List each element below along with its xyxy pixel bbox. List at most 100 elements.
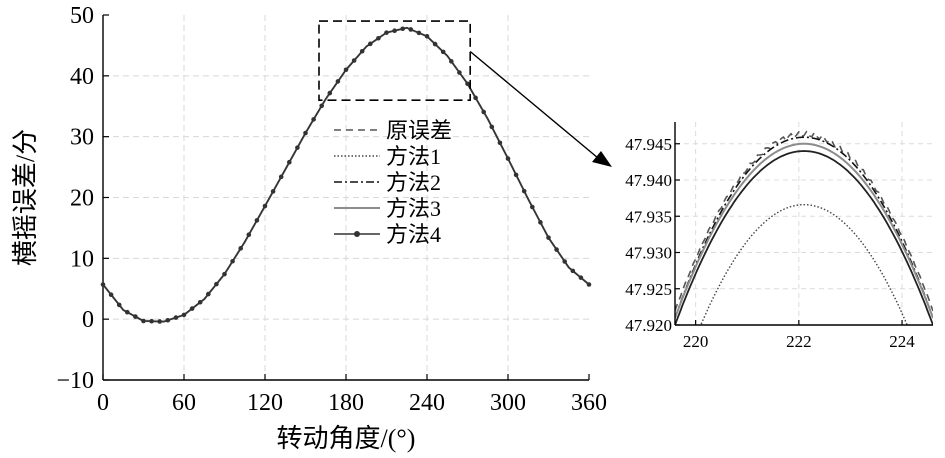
series-marker xyxy=(465,81,470,87)
x-tick-label: 360 xyxy=(571,390,607,416)
series-marker xyxy=(278,174,284,180)
series-marker xyxy=(125,309,130,315)
legend-label-2: 方法1 xyxy=(386,144,441,169)
series-marker xyxy=(262,203,268,209)
series-marker xyxy=(141,318,146,324)
zoom-curves xyxy=(675,130,933,325)
series-marker xyxy=(116,302,122,308)
zoom-arrow-head xyxy=(592,151,612,167)
series-marker xyxy=(335,79,341,84)
series-marker xyxy=(327,90,333,96)
series-marker xyxy=(351,58,357,63)
y-tick-label: 50 xyxy=(70,3,94,29)
series-marker xyxy=(222,271,227,277)
main-plot: 0 60 120 180 240 300 360−1001020304050转动角度/(°)… xyxy=(11,3,612,453)
series-marker xyxy=(586,282,592,287)
zoom-y-tick-label: 47.920 xyxy=(625,316,672,335)
series-marker xyxy=(505,156,511,161)
series-marker xyxy=(400,26,406,32)
zoom-y-tick-label: 47.930 xyxy=(625,244,672,263)
series-marker xyxy=(513,172,519,178)
series-marker xyxy=(408,27,414,32)
series-marker xyxy=(181,312,187,318)
series-marker xyxy=(432,41,438,47)
series-marker xyxy=(578,275,584,280)
y-tick-label: −10 xyxy=(56,368,94,394)
series-marker xyxy=(197,299,203,305)
legend-label-4: 方法3 xyxy=(386,196,441,221)
series-marker xyxy=(359,48,365,54)
series-marker xyxy=(189,306,195,311)
zoom-series-3 xyxy=(675,136,933,318)
legend-label-3: 方法2 xyxy=(386,170,441,195)
zoom-x-tick-label: 224 xyxy=(889,332,915,351)
x-tick-label: 300 xyxy=(490,390,526,416)
series-marker xyxy=(384,30,389,35)
zoom-series-5 xyxy=(675,150,933,325)
y-tick-label: 30 xyxy=(70,125,94,151)
x-tick-label: 0 xyxy=(97,390,109,416)
x-tick-label: 120 xyxy=(247,390,283,416)
series-marker xyxy=(424,33,430,39)
x-axis-label: 转动角度/(°) xyxy=(277,424,416,453)
y-tick-label: 40 xyxy=(70,64,94,90)
series-marker xyxy=(449,59,454,64)
series-marker xyxy=(497,140,503,146)
series-marker xyxy=(270,189,276,194)
series-marker xyxy=(473,95,478,101)
series-marker xyxy=(343,67,349,73)
series-marker xyxy=(440,49,446,55)
zoom-x-tick-label: 220 xyxy=(683,332,709,351)
zoom-y-tick-label: 47.940 xyxy=(625,171,672,190)
series-marker xyxy=(376,35,381,41)
series-marker xyxy=(457,70,462,75)
series-marker xyxy=(392,28,397,33)
series-marker xyxy=(206,291,211,297)
zoom-y-tick-label: 47.935 xyxy=(625,207,672,226)
series-marker xyxy=(319,103,325,109)
series-marker xyxy=(173,315,179,320)
y-axis-label: 横摇误差/分 xyxy=(11,129,40,266)
series-marker xyxy=(554,247,559,252)
series-marker xyxy=(311,117,316,122)
zoom-box xyxy=(318,20,471,101)
series-marker xyxy=(165,317,171,323)
zoom-series-2 xyxy=(700,203,908,325)
zoom-series-1 xyxy=(675,130,933,312)
series-marker xyxy=(303,130,308,136)
series-marker xyxy=(570,268,576,274)
series-marker xyxy=(133,314,138,319)
series-marker xyxy=(368,41,373,47)
series-marker xyxy=(416,30,422,36)
legend-marker xyxy=(354,231,360,237)
series-marker xyxy=(489,124,495,130)
y-tick-label: 20 xyxy=(70,186,94,212)
series-marker xyxy=(530,204,535,210)
series-marker xyxy=(562,259,567,264)
series-marker xyxy=(287,159,292,165)
zoom-arrow-line xyxy=(469,50,599,159)
y-tick-label: 0 xyxy=(82,307,94,333)
series-marker xyxy=(100,282,106,287)
series-marker xyxy=(214,281,219,287)
series-marker xyxy=(246,232,252,238)
series-marker xyxy=(254,218,260,223)
x-tick-label: 240 xyxy=(409,390,445,416)
series-marker xyxy=(108,292,114,298)
series-marker xyxy=(521,188,527,194)
x-tick-label: 60 xyxy=(172,390,196,416)
legend-label-5: 方法4 xyxy=(386,222,441,247)
legend-label-1: 原误差 xyxy=(386,118,452,143)
y-tick-label: 10 xyxy=(70,246,94,272)
series-marker xyxy=(295,145,300,150)
series-marker xyxy=(546,235,551,240)
zoom-x-tick-label: 222 xyxy=(786,332,812,351)
series-marker xyxy=(230,258,235,264)
zoom-plot: 220 222 224 47.920 47.925 47.930 47.935 47.940 4… xyxy=(625,122,933,351)
series-marker xyxy=(238,246,243,251)
zoom-y-tick-label: 47.925 xyxy=(625,280,672,299)
series-marker xyxy=(538,220,543,225)
series-marker xyxy=(157,319,162,324)
zoom-y-tick-label: 47.945 xyxy=(625,135,672,154)
